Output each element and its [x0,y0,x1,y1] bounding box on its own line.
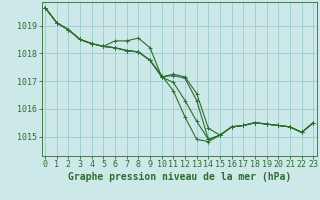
X-axis label: Graphe pression niveau de la mer (hPa): Graphe pression niveau de la mer (hPa) [68,172,291,182]
